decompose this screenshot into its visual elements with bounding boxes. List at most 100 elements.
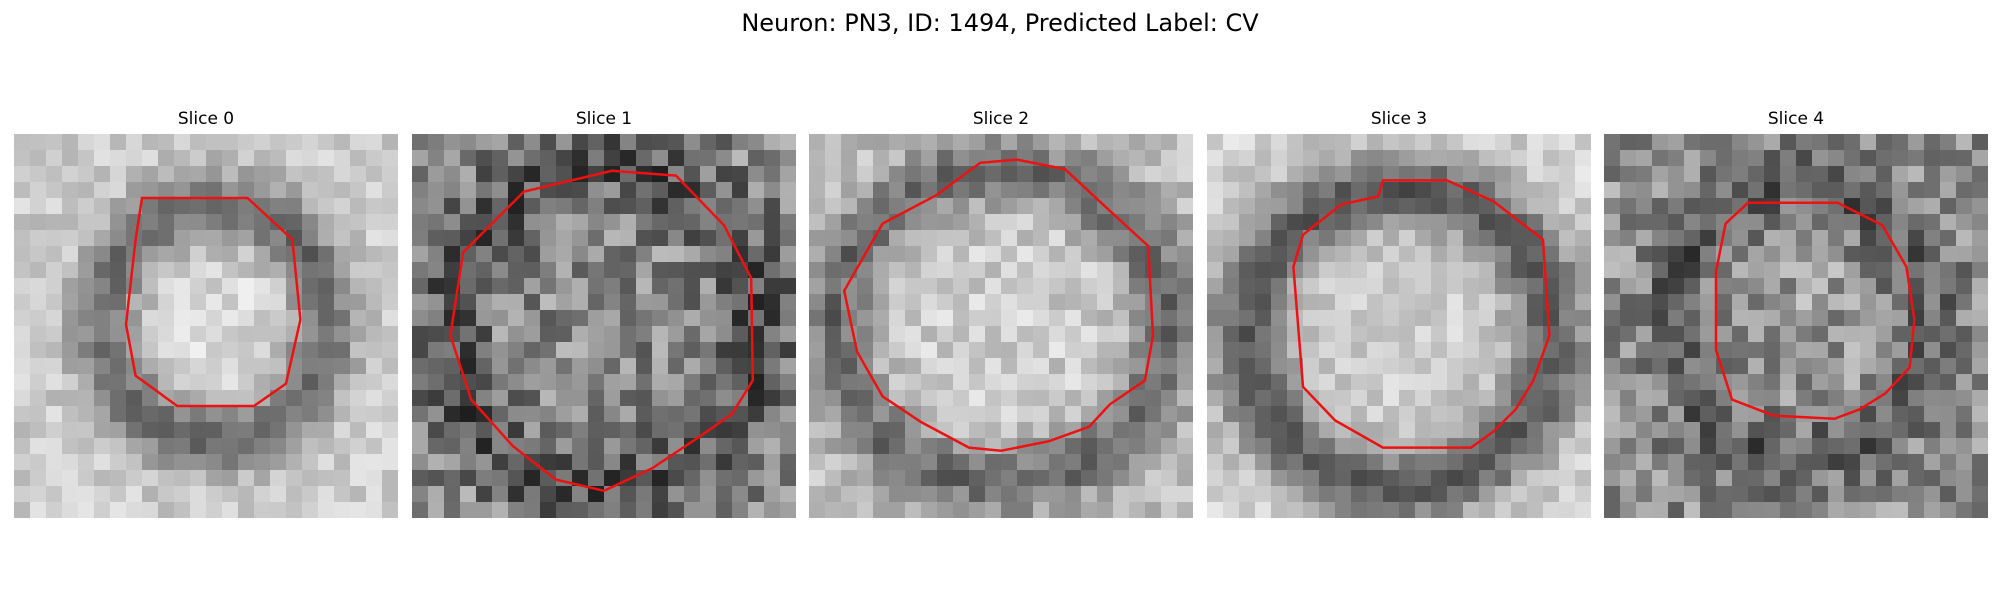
pixel-cell bbox=[1828, 502, 1845, 518]
pixel-cell bbox=[1223, 326, 1240, 343]
pixel-cell bbox=[588, 134, 605, 151]
pixel-cell bbox=[1145, 374, 1162, 391]
pixel-cell bbox=[1748, 454, 1765, 471]
pixel-cell bbox=[1223, 214, 1240, 231]
pixel-cell bbox=[732, 486, 749, 503]
pixel-cell bbox=[206, 294, 223, 311]
pixel-cell bbox=[1700, 230, 1717, 247]
pixel-cell bbox=[716, 326, 733, 343]
pixel-cell bbox=[1145, 198, 1162, 215]
pixel-cell bbox=[1796, 406, 1813, 423]
pixel-cell bbox=[652, 422, 669, 439]
pixel-cell bbox=[350, 470, 367, 487]
pixel-cell bbox=[350, 230, 367, 247]
pixel-cell bbox=[174, 486, 191, 503]
pixel-cell bbox=[1668, 134, 1685, 151]
pixel-cell bbox=[1636, 182, 1653, 199]
pixel-cell bbox=[825, 214, 842, 231]
pixel-cell bbox=[905, 326, 922, 343]
pixel-cell bbox=[937, 342, 954, 359]
pixel-cell bbox=[318, 374, 335, 391]
pixel-cell bbox=[953, 422, 970, 439]
pixel-cell bbox=[1399, 262, 1416, 279]
pixel-cell bbox=[873, 246, 890, 263]
pixel-cell bbox=[1636, 214, 1653, 231]
pixel-cell bbox=[969, 486, 986, 503]
pixel-cell bbox=[1351, 134, 1368, 151]
pixel-cell bbox=[1367, 406, 1384, 423]
pixel-cell bbox=[1575, 502, 1591, 518]
pixel-cell bbox=[1668, 374, 1685, 391]
pixel-cell bbox=[604, 214, 621, 231]
pixel-cell bbox=[1860, 358, 1877, 375]
pixel-cell bbox=[14, 166, 31, 183]
pixel-cell bbox=[46, 454, 63, 471]
pixel-cell bbox=[1113, 438, 1130, 455]
pixel-cell bbox=[684, 390, 701, 407]
pixel-cell bbox=[1415, 358, 1432, 375]
pixel-cell bbox=[334, 422, 351, 439]
pixel-cell bbox=[1828, 406, 1845, 423]
pixel-cell bbox=[1271, 438, 1288, 455]
pixel-cell bbox=[1940, 390, 1957, 407]
pixel-cell bbox=[748, 230, 765, 247]
pixel-cell bbox=[1684, 422, 1701, 439]
pixel-cell bbox=[1956, 294, 1973, 311]
pixel-cell bbox=[841, 230, 858, 247]
pixel-cell bbox=[30, 342, 47, 359]
pixel-cell bbox=[1223, 358, 1240, 375]
pixel-cell bbox=[921, 182, 938, 199]
pixel-cell bbox=[1716, 166, 1733, 183]
pixel-cell bbox=[1956, 342, 1973, 359]
pixel-cell bbox=[444, 134, 461, 151]
pixel-cell bbox=[1908, 134, 1925, 151]
pixel-cell bbox=[1684, 214, 1701, 231]
pixel-cell bbox=[889, 310, 906, 327]
pixel-cell bbox=[1081, 278, 1098, 295]
pixel-cell bbox=[1335, 374, 1352, 391]
pixel-cell bbox=[841, 134, 858, 151]
pixel-cell bbox=[1575, 486, 1591, 503]
pixel-cell bbox=[636, 422, 653, 439]
pixel-cell bbox=[1940, 310, 1957, 327]
pixel-cell bbox=[889, 438, 906, 455]
pixel-cell bbox=[732, 374, 749, 391]
pixel-cell bbox=[412, 214, 429, 231]
pixel-cell bbox=[540, 278, 557, 295]
pixel-cell bbox=[1335, 342, 1352, 359]
pixel-cell bbox=[174, 214, 191, 231]
pixel-cell bbox=[1287, 182, 1304, 199]
pixel-cell bbox=[969, 374, 986, 391]
pixel-cell bbox=[524, 278, 541, 295]
pixel-cell bbox=[94, 438, 111, 455]
pixel-cell bbox=[825, 358, 842, 375]
pixel-cell bbox=[1844, 502, 1861, 518]
pixel-cell bbox=[1383, 326, 1400, 343]
pixel-cell bbox=[540, 294, 557, 311]
pixel-cell bbox=[524, 470, 541, 487]
pixel-cell bbox=[1001, 486, 1018, 503]
pixel-cell bbox=[1049, 294, 1066, 311]
pixel-cell bbox=[1431, 230, 1448, 247]
pixel-cell bbox=[1700, 422, 1717, 439]
pixel-cell bbox=[1271, 342, 1288, 359]
pixel-cell bbox=[460, 326, 477, 343]
pixel-cell bbox=[889, 422, 906, 439]
pixel-cell bbox=[764, 470, 781, 487]
pixel-cell bbox=[1017, 182, 1034, 199]
pixel-cell bbox=[1956, 358, 1973, 375]
pixel-cell bbox=[174, 374, 191, 391]
pixel-cell bbox=[1972, 438, 1988, 455]
pixel-cell bbox=[1223, 246, 1240, 263]
pixel-cell bbox=[238, 486, 255, 503]
pixel-cell bbox=[1049, 422, 1066, 439]
pixel-cell bbox=[508, 502, 525, 518]
pixel-cell bbox=[969, 342, 986, 359]
pixel-cell bbox=[1780, 342, 1797, 359]
pixel-cell bbox=[1892, 182, 1909, 199]
pixel-cell bbox=[366, 198, 383, 215]
pixel-cell bbox=[1892, 438, 1909, 455]
pixel-cell bbox=[1764, 134, 1781, 151]
pixel-cell bbox=[1700, 310, 1717, 327]
slice-image-1 bbox=[412, 134, 796, 518]
